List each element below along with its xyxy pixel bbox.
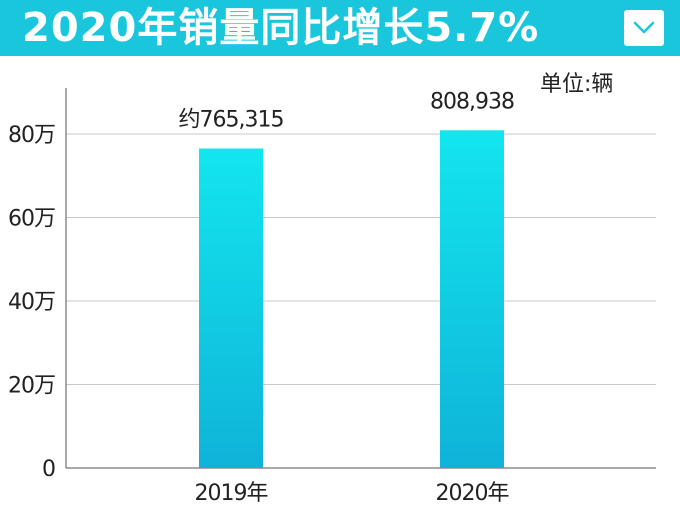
y-tick-label: 80万 [8, 123, 55, 148]
dropdown-button[interactable] [624, 10, 664, 46]
x-category-label: 2020年 [436, 481, 509, 506]
chevron-down-icon [633, 21, 655, 34]
bar-data-label: 约765,315 [179, 107, 284, 132]
y-tick-label: 60万 [8, 207, 55, 232]
bar [199, 148, 263, 468]
bar [440, 130, 504, 469]
bar-data-label: 808,938 [430, 89, 514, 114]
y-tick-label: 20万 [8, 374, 55, 399]
page-title: 2020年销量同比增长5.7% [22, 5, 540, 51]
title-banner: 2020年销量同比增长5.7% [0, 0, 680, 56]
x-category-label: 2019年 [195, 481, 268, 506]
y-tick-label: 0 [42, 457, 55, 482]
y-tick-label: 40万 [8, 290, 55, 315]
unit-label: 单位:辆 [540, 72, 614, 97]
